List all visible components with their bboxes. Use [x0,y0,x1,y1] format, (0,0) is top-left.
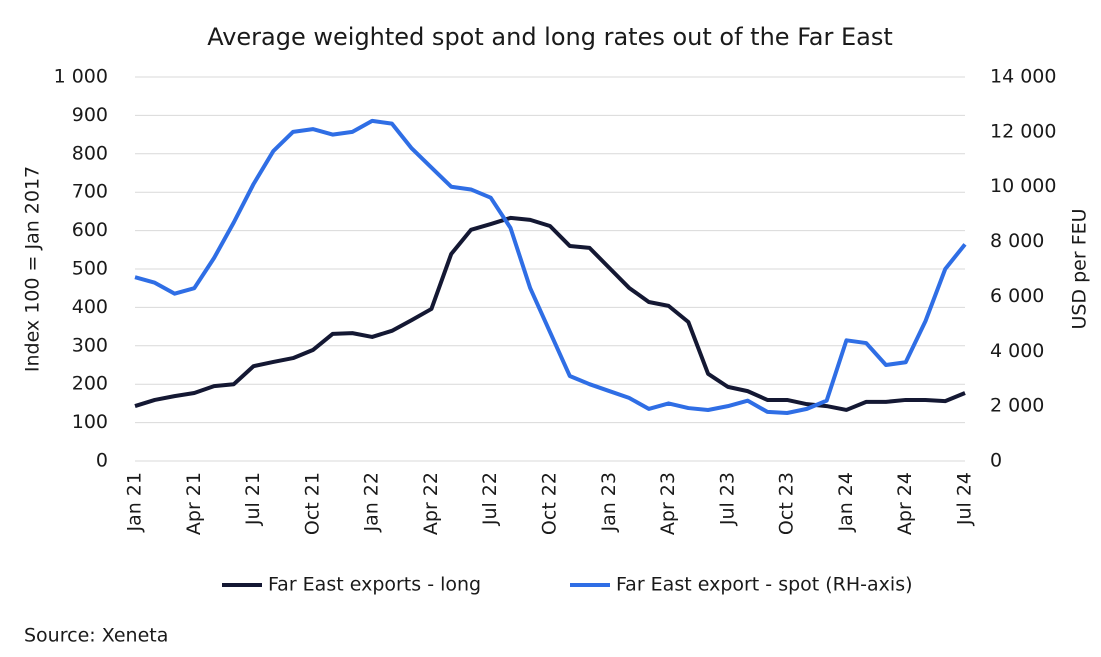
source-note: Source: Xeneta [24,625,168,647]
y-tick-label: 1 000 [54,66,108,88]
y-axis-title: Index 100 = Jan 2017 [22,166,44,372]
legend-label: Far East exports - long [268,574,481,596]
x-tick-label: Jul 22 [479,472,501,526]
y-tick-label: 600 [72,219,108,241]
x-tick-label: Jul 21 [242,472,264,526]
y-tick-label: 500 [72,258,108,280]
x-tick-label: Jan 22 [361,472,383,533]
chart-title: Average weighted spot and long rates out… [207,23,893,51]
y-tick-label: 900 [72,104,108,126]
x-tick-label: Jan 23 [598,472,620,533]
x-tick-label: Oct 22 [539,472,561,535]
y-tick-label: 800 [72,142,108,164]
x-tick-label: Jan 24 [835,472,857,533]
y-tick-label: 700 [72,181,108,203]
x-tick-label: Jul 24 [954,472,976,526]
y-tick-label: 300 [72,334,108,356]
legend-label: Far East export - spot (RH-axis) [616,574,913,596]
y2-tick-label: 6 000 [990,285,1044,307]
x-tick-label: Apr 21 [183,472,205,535]
y-tick-label: 200 [72,373,108,395]
x-tick-label: Oct 21 [301,472,323,535]
y-tick-label: 400 [72,296,108,318]
y2-tick-label: 12 000 [990,120,1056,142]
y2-tick-label: 10 000 [990,175,1056,197]
x-tick-label: Jul 23 [716,472,738,526]
x-tick-label: Apr 23 [657,472,679,535]
y2-tick-label: 14 000 [990,66,1056,88]
y2-tick-label: 0 [990,450,1002,472]
y2-tick-label: 2 000 [990,395,1044,417]
x-tick-label: Oct 23 [776,472,798,535]
y-tick-label: 100 [72,411,108,433]
x-tick-label: Apr 24 [894,472,916,535]
series-line [134,215,966,412]
y2-tick-label: 4 000 [990,340,1044,362]
x-tick-label: Jan 21 [124,472,146,533]
y-tick-label: 0 [96,450,108,472]
y2-axis-title: USD per FEU [1069,208,1091,329]
series-line [134,118,967,415]
x-tick-label: Apr 22 [420,472,442,535]
y2-tick-label: 8 000 [990,230,1044,252]
